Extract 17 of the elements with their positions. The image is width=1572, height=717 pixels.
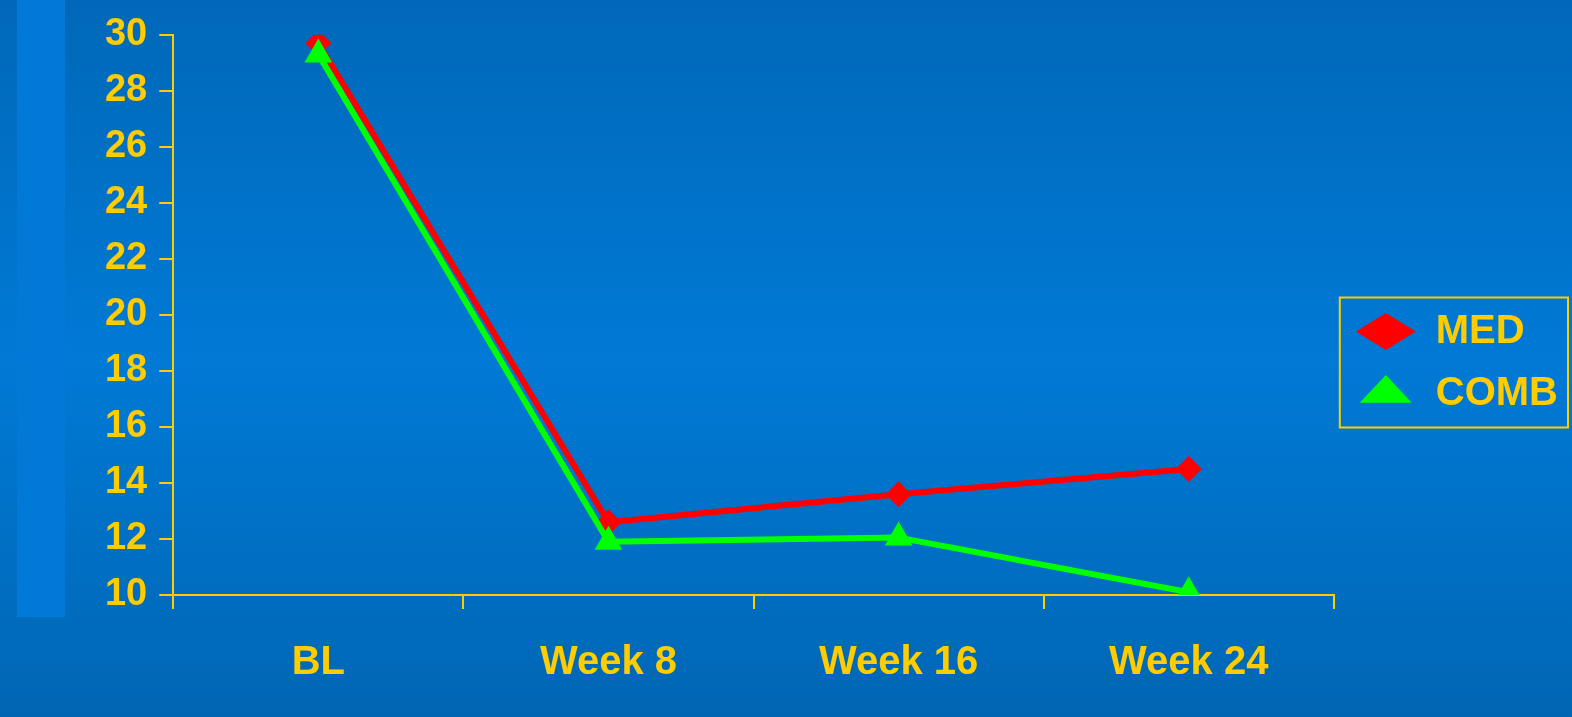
- y-tick-label: 28: [104, 67, 148, 110]
- legend-label: MED: [1435, 306, 1525, 351]
- x-tick-label: Week 8: [539, 638, 678, 683]
- y-tick-label: 14: [104, 459, 148, 502]
- legend-label: COMB: [1435, 368, 1559, 413]
- y-tick-label: 10: [104, 571, 148, 614]
- y-tick-label: 12: [104, 515, 148, 558]
- y-tick-label: 30: [104, 11, 148, 54]
- x-tick-label: BL: [291, 638, 345, 683]
- y-tick-label: 22: [104, 235, 148, 278]
- x-tick-label: Week 24: [1109, 638, 1270, 683]
- y-tick-label: 26: [104, 123, 148, 166]
- y-tick-label: 16: [104, 403, 148, 446]
- y-tick-label: 20: [104, 291, 148, 334]
- y-tick-label: 18: [104, 347, 148, 390]
- x-tick-label: Week 16: [818, 638, 979, 683]
- y-tick-label: 24: [104, 179, 148, 222]
